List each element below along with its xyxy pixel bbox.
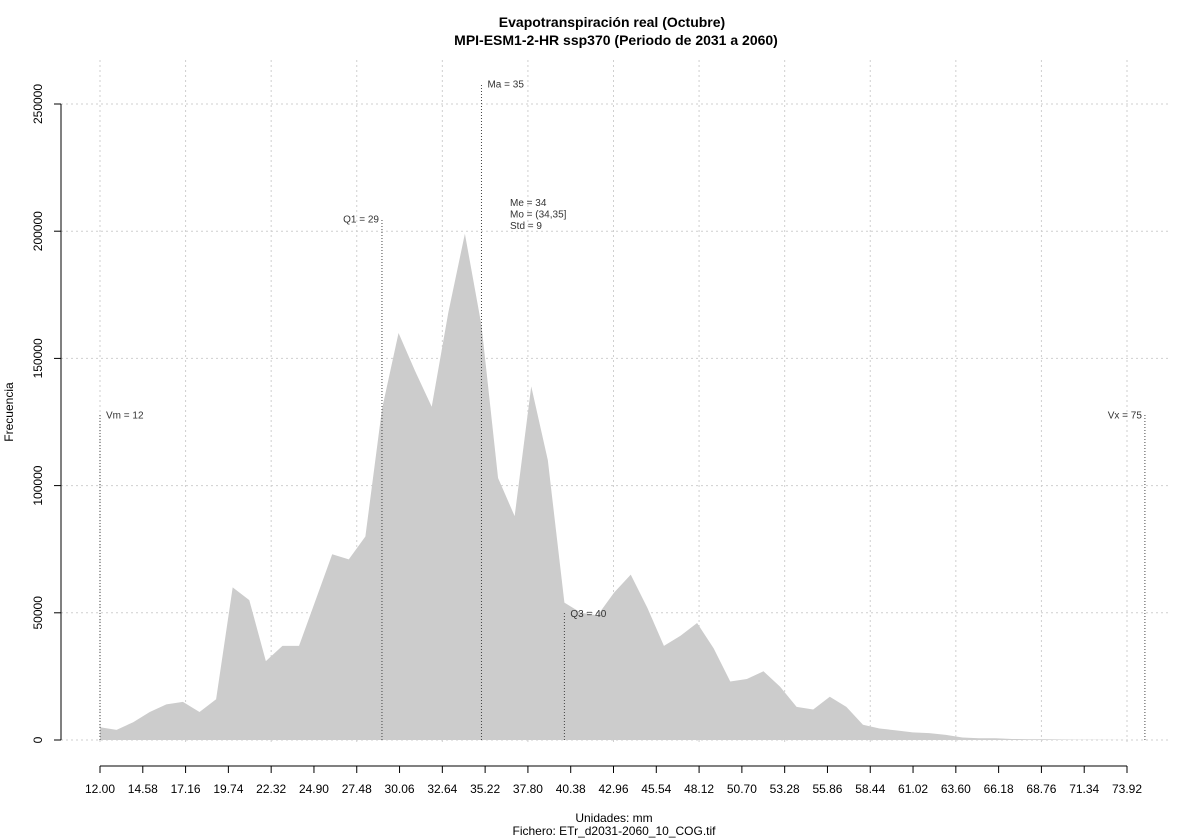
y-tick-label: 0	[31, 736, 45, 743]
y-tick-label: 50000	[31, 596, 45, 630]
y-tick-label: 150000	[31, 338, 45, 378]
stat-label: Q1 = 29	[343, 214, 379, 225]
summary-stat-text: Std = 9	[510, 221, 542, 232]
y-tick-label: 250000	[31, 84, 45, 124]
y-tick-label: 100000	[31, 465, 45, 505]
stat-label: Vm = 12	[106, 410, 144, 421]
x-tick-label: 30.06	[385, 782, 415, 796]
x-tick-label: 50.70	[727, 782, 757, 796]
stat-label: Ma = 35	[487, 80, 524, 91]
frequency-area-series	[100, 233, 1129, 740]
y-tick-label: 200000	[31, 211, 45, 251]
grid-lines	[61, 60, 1170, 742]
x-axis-title: Unidades: mm	[575, 811, 652, 825]
x-tick-label: 71.34	[1069, 782, 1099, 796]
x-tick-label: 48.12	[684, 782, 714, 796]
x-tick-label: 22.32	[256, 782, 286, 796]
x-tick-label: 35.22	[470, 782, 500, 796]
x-tick-label: 68.76	[1026, 782, 1056, 796]
x-tick-labels: 12.00 14.58 17.16 19.74 22.32 24.90 27.48 30.06…	[85, 766, 1142, 796]
x-tick-label: 63.60	[941, 782, 971, 796]
y-tick-labels: 0 50000 100000 150000 200000 250000	[31, 84, 61, 743]
x-tick-label: 53.28	[770, 782, 800, 796]
x-tick-label: 42.96	[598, 782, 628, 796]
stat-label: Q3 = 40	[570, 609, 606, 620]
chart-subtitle: MPI-ESM1-2-HR ssp370 (Periodo de 2031 a …	[454, 32, 778, 48]
summary-stat-text: Me = 34	[510, 198, 547, 209]
x-tick-label: 27.48	[342, 782, 372, 796]
x-tick-label: 61.02	[898, 782, 928, 796]
y-axis-title: Frecuencia	[2, 382, 16, 442]
x-tick-label: 58.44	[855, 782, 885, 796]
file-caption: Fichero: ETr_d2031-2060_10_COG.tif	[513, 824, 717, 838]
x-tick-label: 19.74	[213, 782, 243, 796]
stat-label: Vx = 75	[1108, 410, 1143, 421]
x-tick-label: 55.86	[812, 782, 842, 796]
x-tick-label: 32.64	[427, 782, 457, 796]
x-tick-label: 14.58	[128, 782, 158, 796]
x-tick-label: 12.00	[85, 782, 115, 796]
x-tick-label: 17.16	[171, 782, 201, 796]
x-tick-label: 73.92	[1112, 782, 1142, 796]
x-tick-label: 40.38	[556, 782, 586, 796]
x-tick-label: 37.80	[513, 782, 543, 796]
x-tick-label: 45.54	[641, 782, 671, 796]
frequency-area	[100, 233, 1129, 740]
x-tick-label: 66.18	[984, 782, 1014, 796]
x-tick-label: 24.90	[299, 782, 329, 796]
statistics-annotations: Vm = 12 Q1 = 29 Ma = 35 Q3 = 40 Vx = 75	[99, 80, 1146, 740]
chart-title: Evapotranspiración real (Octubre)	[499, 14, 725, 30]
summary-stat-text: Mo = (34,35]	[510, 210, 567, 221]
